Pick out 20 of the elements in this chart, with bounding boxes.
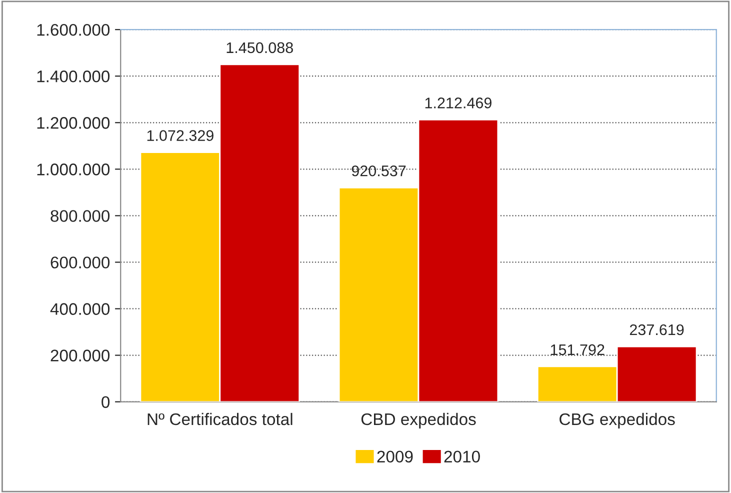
y-tick-label: 600.000 [50, 256, 110, 268]
data-label: 1.212.469 [425, 98, 492, 108]
legend-label: 2009 [377, 450, 413, 463]
data-label: 1.072.329 [147, 130, 214, 141]
y-tick-label: 1.000.000 [37, 164, 110, 176]
y-tick-label: 1.400.000 [37, 70, 110, 82]
x-tick-label: CBD expedidos [361, 412, 476, 428]
data-label: 237.619 [630, 324, 684, 336]
y-tick-label: 0 [102, 396, 110, 408]
data-label: 920.537 [352, 165, 406, 176]
x-tick-label: CBG expedidos [560, 412, 675, 428]
x-tick-label: Nº Certificados total [148, 412, 292, 426]
y-tick-label: 1.200.000 [37, 117, 110, 129]
y-tick-label: 800.000 [50, 210, 110, 222]
y-tick-label: 1.600.000 [37, 24, 110, 36]
data-label: 1.450.088 [226, 42, 293, 54]
legend-label: 2010 [444, 450, 480, 463]
y-tick-label: 200.000 [50, 350, 110, 362]
y-tick-label: 400.000 [50, 303, 110, 315]
data-label: 151.792 [550, 344, 604, 356]
